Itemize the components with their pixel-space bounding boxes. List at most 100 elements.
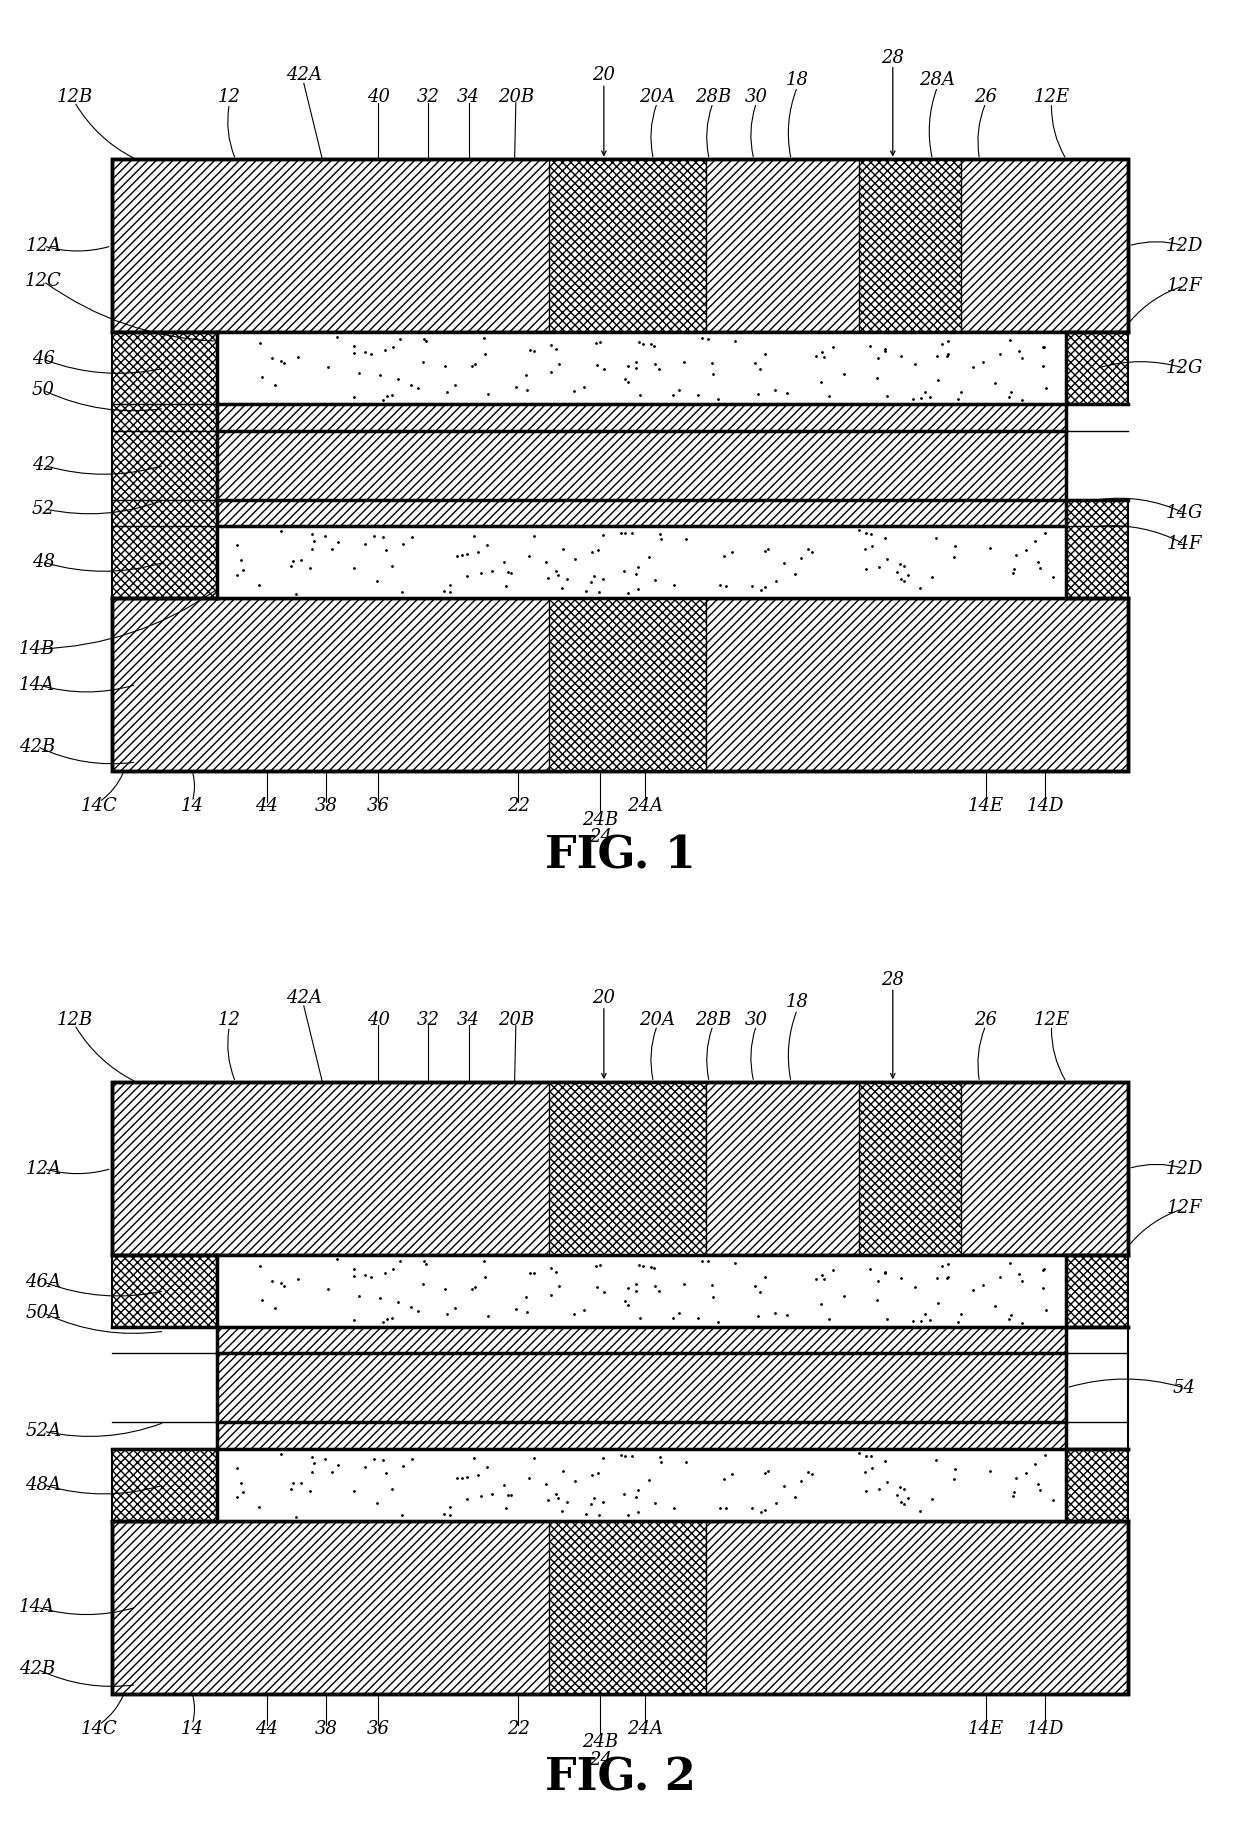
Text: 34: 34 bbox=[458, 88, 480, 106]
Text: 42: 42 bbox=[32, 457, 55, 475]
Text: 36: 36 bbox=[367, 1719, 389, 1737]
Text: 54: 54 bbox=[1173, 1379, 1195, 1398]
Bar bbox=[217, 526, 1066, 597]
Bar bbox=[1066, 1326, 1128, 1449]
Text: 28B: 28B bbox=[694, 1010, 732, 1029]
Text: 14: 14 bbox=[181, 797, 203, 815]
Text: 38: 38 bbox=[315, 797, 337, 815]
Text: 14: 14 bbox=[181, 1719, 203, 1737]
Text: 44: 44 bbox=[255, 1719, 278, 1737]
Text: 30: 30 bbox=[745, 88, 768, 106]
Bar bbox=[549, 159, 707, 333]
Bar bbox=[112, 1520, 1128, 1694]
Bar bbox=[217, 431, 1066, 501]
Text: 18: 18 bbox=[786, 994, 808, 1012]
Text: 14D: 14D bbox=[1027, 1719, 1064, 1737]
Bar bbox=[112, 333, 217, 597]
Text: 42B: 42B bbox=[19, 738, 56, 756]
Text: 20B: 20B bbox=[497, 88, 534, 106]
Text: FIG. 2: FIG. 2 bbox=[544, 1758, 696, 1800]
Text: 12A: 12A bbox=[25, 1160, 62, 1178]
Text: 12F: 12F bbox=[1167, 276, 1202, 294]
Text: 14E: 14E bbox=[967, 797, 1004, 815]
Text: 28: 28 bbox=[882, 49, 904, 66]
Text: 14G: 14G bbox=[1166, 504, 1203, 523]
Text: 44: 44 bbox=[255, 797, 278, 815]
Text: 14A: 14A bbox=[19, 1599, 56, 1617]
Bar bbox=[217, 1255, 1066, 1326]
Text: 48A: 48A bbox=[25, 1476, 62, 1494]
Text: 36: 36 bbox=[367, 797, 389, 815]
Bar bbox=[217, 404, 1066, 431]
Text: 32: 32 bbox=[417, 1010, 439, 1029]
Bar bbox=[549, 1082, 707, 1255]
Text: 46: 46 bbox=[32, 351, 55, 369]
Text: 14F: 14F bbox=[1167, 535, 1202, 554]
Text: 14C: 14C bbox=[81, 1719, 118, 1737]
Bar bbox=[859, 159, 961, 333]
Text: 20: 20 bbox=[593, 66, 615, 84]
Text: 52A: 52A bbox=[25, 1421, 62, 1440]
Bar bbox=[112, 1082, 1128, 1255]
Text: 12A: 12A bbox=[25, 238, 62, 256]
Text: 12E: 12E bbox=[1033, 88, 1070, 106]
Text: 22: 22 bbox=[507, 1719, 529, 1737]
Text: 12F: 12F bbox=[1167, 1199, 1202, 1217]
Text: 24A: 24A bbox=[626, 797, 663, 815]
Text: 22: 22 bbox=[507, 797, 529, 815]
Bar bbox=[217, 1354, 1066, 1423]
Text: 24: 24 bbox=[589, 828, 611, 846]
Text: 24A: 24A bbox=[626, 1719, 663, 1737]
Text: 12G: 12G bbox=[1166, 360, 1203, 376]
Text: 26: 26 bbox=[975, 88, 997, 106]
Text: 12B: 12B bbox=[56, 1010, 93, 1029]
Bar bbox=[112, 1255, 217, 1326]
Text: 20A: 20A bbox=[639, 1010, 676, 1029]
Text: 28: 28 bbox=[882, 972, 904, 988]
Text: 20: 20 bbox=[593, 988, 615, 1007]
Text: 20A: 20A bbox=[639, 88, 676, 106]
Bar bbox=[217, 1449, 1066, 1520]
Text: 40: 40 bbox=[367, 88, 389, 106]
Bar bbox=[1066, 501, 1128, 597]
Text: FIG. 1: FIG. 1 bbox=[544, 835, 696, 877]
Text: 28A: 28A bbox=[919, 71, 956, 90]
Text: 42B: 42B bbox=[19, 1661, 56, 1679]
Text: 12: 12 bbox=[218, 1010, 241, 1029]
Text: 48: 48 bbox=[32, 554, 55, 572]
Bar bbox=[1066, 333, 1128, 404]
Text: 30: 30 bbox=[745, 1010, 768, 1029]
Text: 42A: 42A bbox=[285, 66, 322, 84]
Text: 28B: 28B bbox=[694, 88, 732, 106]
Text: 46A: 46A bbox=[25, 1273, 62, 1292]
Bar bbox=[217, 1326, 1066, 1354]
Text: 24B: 24B bbox=[582, 811, 619, 829]
Text: 18: 18 bbox=[786, 71, 808, 90]
Text: 50A: 50A bbox=[25, 1304, 62, 1323]
Text: 26: 26 bbox=[975, 1010, 997, 1029]
Text: 12D: 12D bbox=[1166, 1160, 1203, 1178]
Text: 14C: 14C bbox=[81, 797, 118, 815]
Text: 32: 32 bbox=[417, 88, 439, 106]
Bar bbox=[112, 1520, 1128, 1694]
Bar bbox=[112, 159, 1128, 333]
Bar bbox=[112, 1449, 217, 1520]
Text: 12D: 12D bbox=[1166, 238, 1203, 256]
Text: 24: 24 bbox=[589, 1750, 611, 1769]
Text: 52: 52 bbox=[32, 499, 55, 517]
Text: 12C: 12C bbox=[25, 272, 62, 290]
Text: 14B: 14B bbox=[19, 639, 56, 658]
Bar bbox=[549, 597, 707, 771]
Bar bbox=[217, 501, 1066, 526]
Text: 34: 34 bbox=[458, 1010, 480, 1029]
Text: 12E: 12E bbox=[1033, 1010, 1070, 1029]
Bar bbox=[112, 597, 1128, 771]
Bar bbox=[112, 1082, 1128, 1255]
Text: 12B: 12B bbox=[56, 88, 93, 106]
Bar bbox=[112, 159, 1128, 333]
Bar bbox=[112, 597, 1128, 771]
Text: 24B: 24B bbox=[582, 1734, 619, 1752]
Text: 38: 38 bbox=[315, 1719, 337, 1737]
Text: 12: 12 bbox=[218, 88, 241, 106]
Bar bbox=[859, 1082, 961, 1255]
